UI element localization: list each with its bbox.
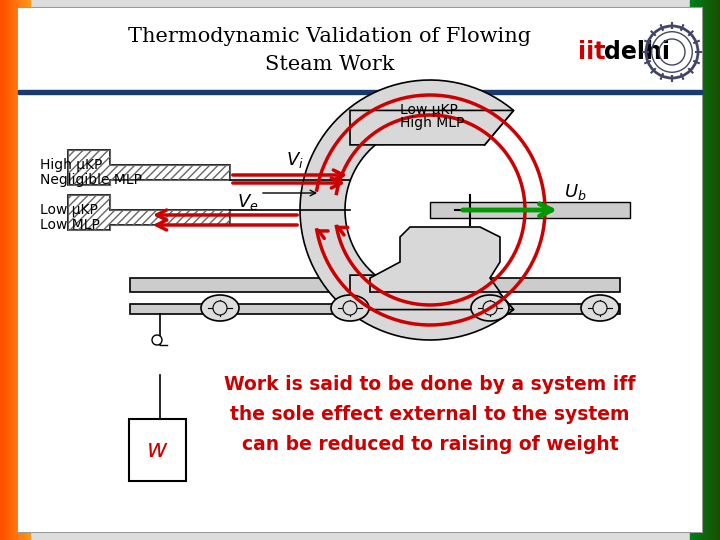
Text: can be reduced to raising of weight: can be reduced to raising of weight <box>242 435 618 455</box>
Bar <box>703 0 720 540</box>
Bar <box>0 0 9 540</box>
Text: $V_i$: $V_i$ <box>286 150 304 170</box>
Text: $V_e$: $V_e$ <box>238 192 258 212</box>
Polygon shape <box>370 227 500 292</box>
Bar <box>0 0 27 540</box>
FancyBboxPatch shape <box>129 419 186 481</box>
Bar <box>699 0 720 540</box>
Text: $U_b$: $U_b$ <box>564 182 586 202</box>
Circle shape <box>483 301 497 315</box>
Bar <box>18 8 702 92</box>
Circle shape <box>593 301 607 315</box>
Bar <box>0 0 5 540</box>
Bar <box>0 0 30 540</box>
Text: High μKP: High μKP <box>40 158 102 172</box>
Bar <box>701 0 720 540</box>
Text: the sole effect external to the system: the sole effect external to the system <box>230 406 630 424</box>
Bar <box>0 0 26 540</box>
Text: Steam Work: Steam Work <box>265 56 395 75</box>
Bar <box>714 0 720 540</box>
Bar <box>708 0 720 540</box>
Bar <box>0 0 13 540</box>
Bar <box>0 0 12 540</box>
Ellipse shape <box>471 295 509 321</box>
Text: Low MLP: Low MLP <box>40 218 100 232</box>
Bar <box>694 0 720 540</box>
Bar <box>130 304 620 314</box>
Bar <box>702 0 720 540</box>
Ellipse shape <box>581 295 619 321</box>
Bar <box>0 0 16 540</box>
Bar <box>0 0 18 540</box>
Bar <box>0 0 10 540</box>
Bar <box>0 0 21 540</box>
Bar <box>0 0 4 540</box>
Bar <box>707 0 720 540</box>
Text: Thermodynamic Validation of Flowing: Thermodynamic Validation of Flowing <box>128 28 531 46</box>
Text: Low μKP: Low μKP <box>400 103 458 117</box>
Bar <box>691 0 720 540</box>
Circle shape <box>213 301 227 315</box>
Bar <box>700 0 720 540</box>
Polygon shape <box>350 110 513 145</box>
Bar <box>0 0 17 540</box>
Bar <box>695 0 720 540</box>
Bar <box>0 0 20 540</box>
Text: Work is said to be done by a system iff: Work is said to be done by a system iff <box>224 375 636 395</box>
Bar <box>698 0 720 540</box>
Bar <box>713 0 720 540</box>
Bar <box>697 0 720 540</box>
Circle shape <box>152 335 162 345</box>
Bar <box>711 0 720 540</box>
Text: High MLP: High MLP <box>400 116 464 130</box>
Bar <box>0 0 6 540</box>
Ellipse shape <box>201 295 239 321</box>
Bar <box>718 0 720 540</box>
Bar <box>0 0 2 540</box>
Text: iit: iit <box>578 40 606 64</box>
Bar <box>716 0 720 540</box>
Bar <box>719 0 720 540</box>
Bar <box>693 0 720 540</box>
Bar <box>0 0 29 540</box>
Bar <box>18 90 702 94</box>
Bar <box>712 0 720 540</box>
Bar <box>0 0 1 540</box>
Bar <box>0 0 28 540</box>
Polygon shape <box>68 150 230 185</box>
Bar <box>0 0 22 540</box>
Bar <box>18 94 702 532</box>
Bar <box>0 0 3 540</box>
Ellipse shape <box>331 295 369 321</box>
Bar <box>0 0 19 540</box>
Bar <box>717 0 720 540</box>
Bar <box>0 0 24 540</box>
Polygon shape <box>300 80 513 340</box>
Text: Low μKP: Low μKP <box>40 203 98 217</box>
Bar <box>705 0 720 540</box>
Bar <box>0 0 14 540</box>
Bar <box>709 0 720 540</box>
Bar <box>706 0 720 540</box>
Bar <box>430 202 630 218</box>
Bar <box>0 0 7 540</box>
Bar <box>715 0 720 540</box>
Bar <box>0 0 25 540</box>
Polygon shape <box>350 275 513 309</box>
Bar <box>710 0 720 540</box>
Bar <box>692 0 720 540</box>
Circle shape <box>343 301 357 315</box>
Text: $w$: $w$ <box>145 438 168 462</box>
Bar <box>130 278 620 292</box>
Bar <box>0 0 15 540</box>
Bar <box>0 0 23 540</box>
Bar <box>696 0 720 540</box>
Bar <box>0 0 11 540</box>
Text: Negligible MLP: Negligible MLP <box>40 173 142 187</box>
Bar <box>0 0 8 540</box>
Text: delhi: delhi <box>604 40 670 64</box>
Bar <box>690 0 720 540</box>
Bar <box>704 0 720 540</box>
Polygon shape <box>68 195 230 230</box>
